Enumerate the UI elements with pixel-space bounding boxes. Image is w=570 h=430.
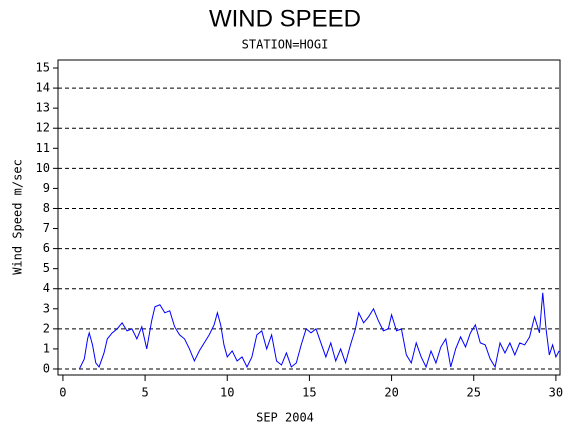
chart-title: WIND SPEED [209,5,361,32]
y-tick-label: 2 [43,321,50,335]
y-tick-label: 1 [43,341,50,355]
x-axis-label: SEP 2004 [256,411,314,425]
y-axis-label: Wind Speed m/sec [11,159,25,275]
y-tick-label: 3 [43,301,50,315]
chart-subtitle: STATION=HOGI [242,38,329,52]
y-tick-label: 5 [43,261,50,275]
y-tick-label: 4 [43,281,50,295]
y-tick-label: 9 [43,181,50,195]
data-line [78,292,560,370]
x-tick-label: 5 [141,386,148,400]
y-tick-label: 13 [36,101,50,115]
x-tick-label: 20 [384,386,398,400]
y-tick-label: 7 [43,221,50,235]
x-tick-label: 15 [302,386,316,400]
x-tick-label: 25 [467,386,481,400]
y-tick-label: 6 [43,241,50,255]
x-tick-label: 10 [220,386,234,400]
x-tick-label: 30 [549,386,563,400]
y-tick-label: 15 [36,61,50,75]
y-tick-label: 0 [43,361,50,375]
y-tick-label: 8 [43,201,50,215]
y-tick-label: 14 [36,81,50,95]
y-tick-label: 11 [36,141,50,155]
y-tick-label: 12 [36,121,50,135]
plot-frame [57,59,561,376]
x-tick-label: 0 [59,386,66,400]
y-tick-label: 10 [36,161,50,175]
